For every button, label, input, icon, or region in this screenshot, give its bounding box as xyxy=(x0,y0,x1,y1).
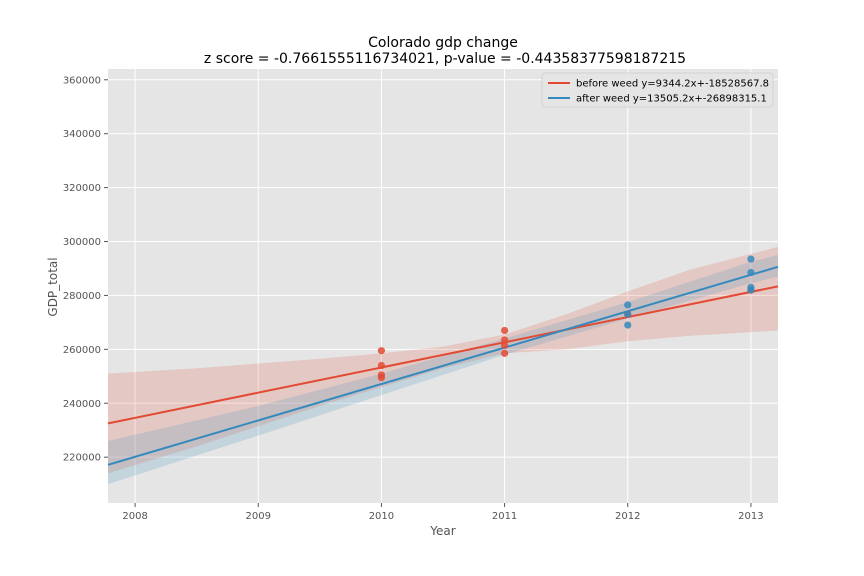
data-point-after-weed xyxy=(747,286,755,294)
confidence-band-after-weed xyxy=(108,255,778,485)
data-point-before-weed xyxy=(500,326,509,335)
legend: before weed y=9344.2x+-18528567.8 after … xyxy=(541,72,774,108)
data-point-after-weed xyxy=(747,255,755,263)
y-tick-label: 280000 xyxy=(63,291,101,302)
data-point-before-weed xyxy=(500,341,509,349)
y-tick-label: 240000 xyxy=(63,399,101,410)
legend-label-before-weed: before weed y=9344.2x+-18528567.8 xyxy=(576,79,769,90)
data-point-before-weed xyxy=(500,349,509,357)
data-point-after-weed xyxy=(624,321,632,329)
data-points xyxy=(377,255,755,382)
data-point-before-weed xyxy=(377,361,386,370)
x-tick-label: 2009 xyxy=(246,511,271,522)
x-tick-label: 2013 xyxy=(738,511,763,522)
confidence-bands xyxy=(108,246,778,485)
y-axis-label: GDP_total xyxy=(46,257,60,316)
data-point-after-weed xyxy=(747,268,755,277)
y-tick-label: 320000 xyxy=(63,183,101,194)
x-tick-label: 2010 xyxy=(369,511,394,522)
chart-title: Colorado gdp change xyxy=(368,35,518,51)
regression-line-before-weed xyxy=(107,285,779,425)
x-axis-ticks: 2008 2009 2010 2011 2012 2013 xyxy=(122,503,764,522)
confidence-band-before-weed xyxy=(108,246,778,474)
plot-background xyxy=(108,69,778,503)
data-point-before-weed xyxy=(377,347,386,355)
legend-frame xyxy=(541,72,774,108)
data-point-before-weed xyxy=(377,374,386,382)
regression-lines xyxy=(107,265,779,466)
data-point-before-weed xyxy=(500,336,509,344)
x-tick-label: 2011 xyxy=(492,511,517,522)
y-tick-label: 360000 xyxy=(63,75,101,86)
x-axis-label: Year xyxy=(429,524,455,538)
legend-label-after-weed: after weed y=13505.2x+-26898315.1 xyxy=(576,94,767,105)
regression-line-after-weed xyxy=(107,265,779,466)
y-tick-label: 300000 xyxy=(63,237,101,248)
data-point-after-weed xyxy=(624,301,632,309)
data-point-after-weed xyxy=(624,310,632,318)
y-tick-label: 220000 xyxy=(63,453,101,464)
grid-lines xyxy=(108,69,778,503)
y-tick-label: 340000 xyxy=(63,129,101,140)
chart-subtitle: z score = -0.7661555116734021, p-value =… xyxy=(204,51,686,67)
y-tick-label: 260000 xyxy=(63,345,101,356)
x-tick-label: 2012 xyxy=(615,511,640,522)
y-axis-ticks: 220000 240000 260000 280000 300000 320000 3400… xyxy=(63,75,108,464)
x-tick-label: 2008 xyxy=(122,511,147,522)
